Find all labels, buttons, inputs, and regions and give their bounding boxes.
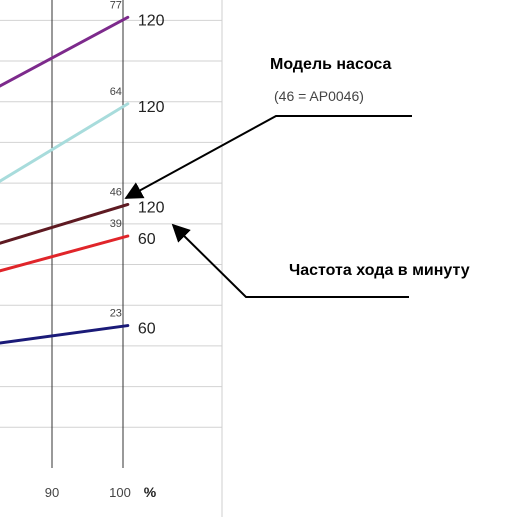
pump-model-label: 39 <box>110 218 122 230</box>
x-tick-label: 90 <box>45 485 59 500</box>
stroke-rate-label: 60 <box>138 321 156 338</box>
x-axis-label: % <box>144 484 157 500</box>
stroke-rate-label: 60 <box>138 231 156 248</box>
series-line-64 <box>0 102 130 183</box>
pump-model-label: 64 <box>110 86 122 98</box>
series-line-46 <box>0 202 130 245</box>
series-line-23 <box>0 324 130 345</box>
series-line-77 <box>0 15 130 88</box>
pump-model-label: 23 <box>110 308 122 320</box>
pump-model-label: 77 <box>110 0 122 11</box>
x-tick-label: 100 <box>109 485 131 500</box>
stroke-rate-title: Частота хода в минуту <box>289 262 470 279</box>
pump-model-label: 46 <box>110 186 122 198</box>
pump-model-arrow <box>124 115 412 199</box>
stroke-rate-label: 120 <box>138 199 165 216</box>
pump-model-title: Модель насоса <box>270 56 392 73</box>
grid <box>0 19 222 428</box>
series-line-39 <box>0 234 130 273</box>
series-layer: 77 120 64 120 46 120 39 60 23 60 <box>0 0 165 345</box>
stroke-rate-arrow <box>171 223 409 298</box>
stroke-rate-label: 120 <box>138 12 165 29</box>
stroke-rate-label: 120 <box>138 99 165 116</box>
pump-model-example: (46 = AP0046) <box>274 88 364 104</box>
